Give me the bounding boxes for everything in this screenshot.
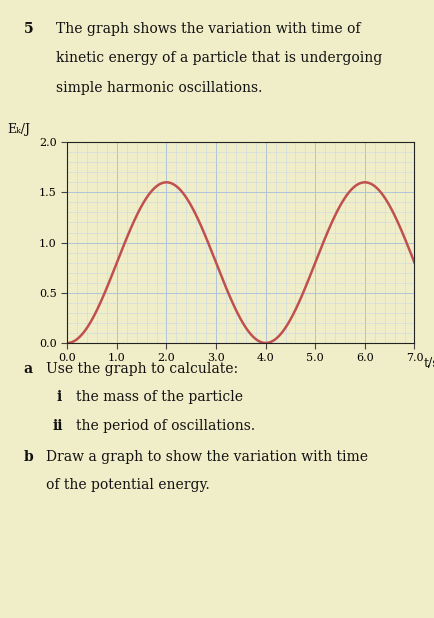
Text: the period of oscillations.: the period of oscillations. <box>76 418 255 433</box>
Text: kinetic energy of a particle that is undergoing: kinetic energy of a particle that is und… <box>56 51 383 66</box>
Y-axis label: Eₖ/J: Eₖ/J <box>7 123 30 136</box>
Text: a: a <box>24 362 33 376</box>
Text: Draw a graph to show the variation with time: Draw a graph to show the variation with … <box>46 450 368 464</box>
Text: ii: ii <box>53 418 63 433</box>
Text: of the potential energy.: of the potential energy. <box>46 478 209 493</box>
Text: the mass of the particle: the mass of the particle <box>76 390 243 404</box>
Text: The graph shows the variation with time of: The graph shows the variation with time … <box>56 22 361 36</box>
Text: 5: 5 <box>24 22 33 36</box>
Text: b: b <box>24 450 33 464</box>
X-axis label: t/s: t/s <box>424 357 434 370</box>
Text: Use the graph to calculate:: Use the graph to calculate: <box>46 362 238 376</box>
Text: i: i <box>56 390 62 404</box>
Text: simple harmonic oscillations.: simple harmonic oscillations. <box>56 81 263 95</box>
